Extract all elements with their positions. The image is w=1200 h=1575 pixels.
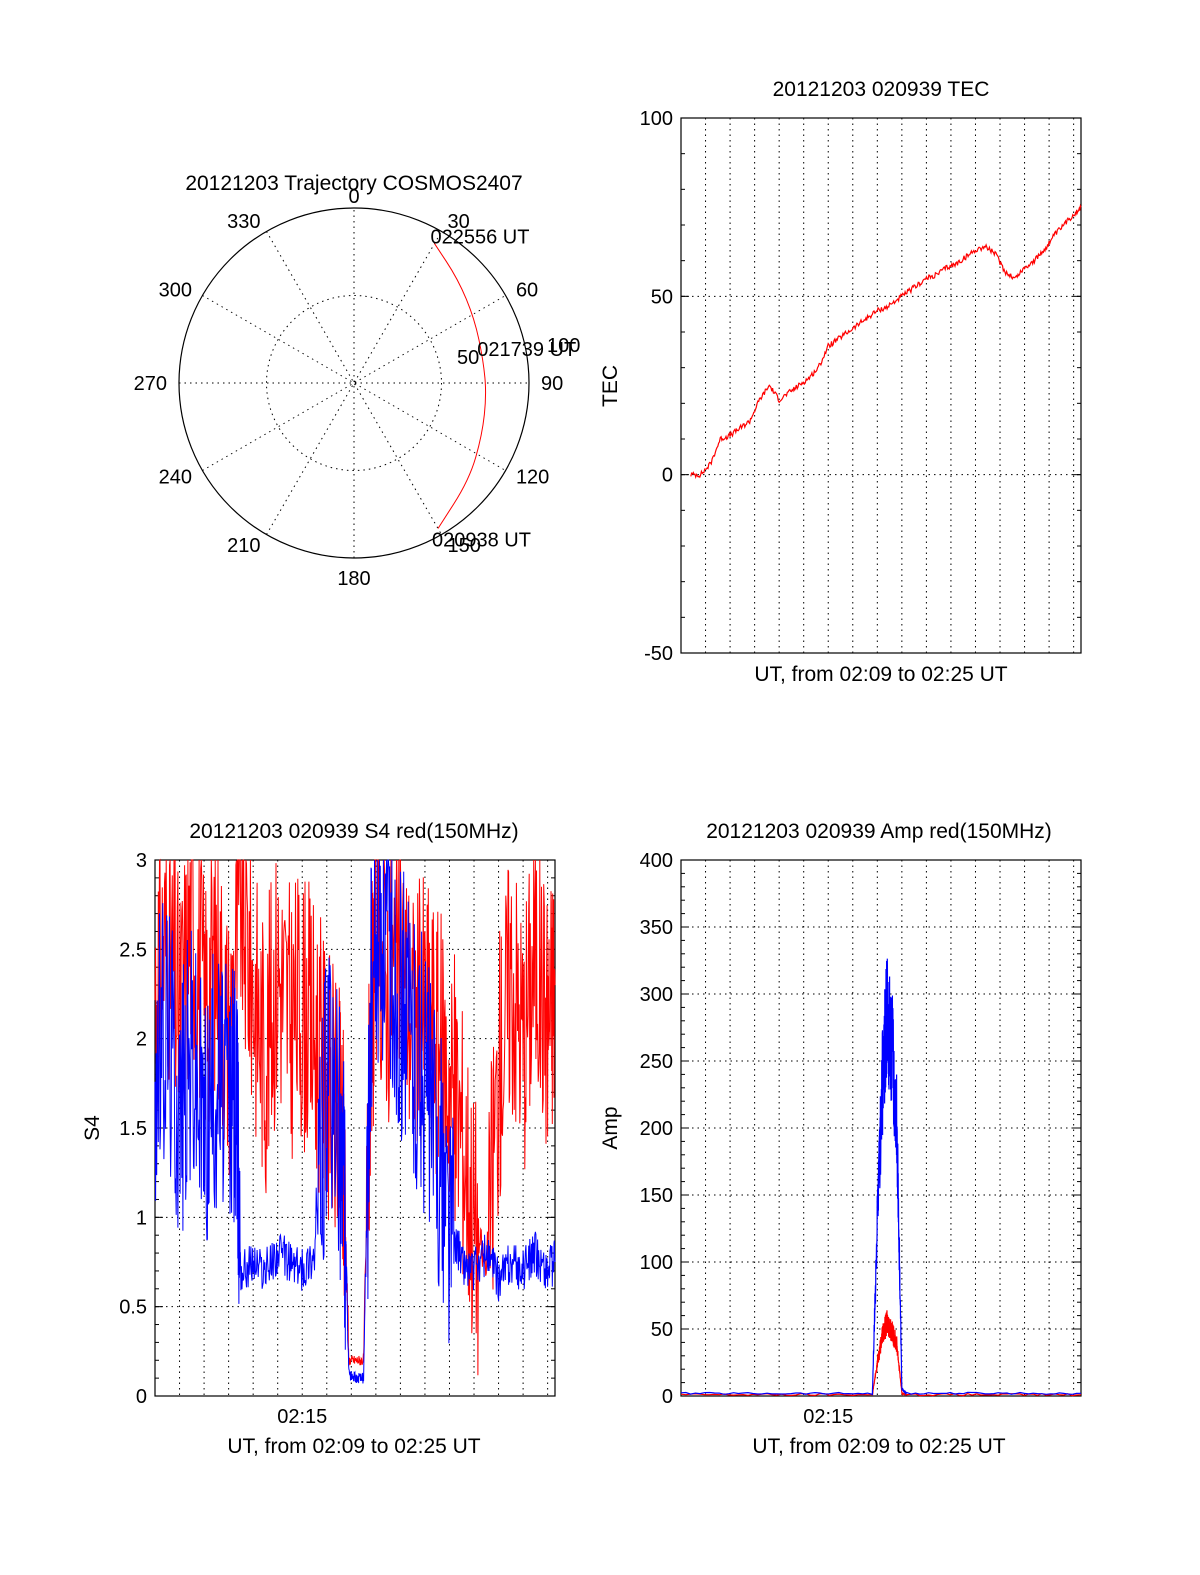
polar-grid-spoke	[202, 295, 506, 471]
amp-ytick-label: 350	[640, 917, 673, 939]
amp-x-ticks: 02:15	[803, 1406, 853, 1428]
s4-ytick-label: 1	[136, 1207, 147, 1229]
polar-grid-spoke	[266, 231, 442, 535]
tec-ytick-label: 0	[662, 465, 673, 487]
azimuth-label: 180	[337, 568, 370, 590]
tec-ytick-label: -50	[644, 643, 673, 665]
azimuth-label: 30	[448, 211, 470, 233]
tec-ytick-label: 100	[640, 108, 673, 130]
amp-series-blue	[680, 958, 1082, 1396]
radial-label-100: 100	[547, 335, 580, 357]
s4-ytick-label: 0.5	[119, 1297, 147, 1319]
tec-grid	[681, 118, 1081, 653]
s4-x-ticks: 02:15	[277, 1406, 327, 1428]
azimuth-label: 60	[516, 280, 538, 302]
tec-series-red	[690, 203, 1082, 480]
azimuth-label: 90	[541, 373, 563, 395]
radial-label-50: 50	[457, 347, 479, 369]
azimuth-label: 300	[159, 280, 192, 302]
polar-outer-ring	[178, 207, 530, 559]
azimuth-label: 330	[227, 211, 260, 233]
s4-ytick-label: 3	[136, 850, 147, 872]
azimuth-label: 0	[348, 186, 359, 208]
trajectory-time-label: 022556 UT	[431, 227, 530, 249]
tec-plot-frame	[680, 117, 1082, 654]
amp-ytick-label: 400	[640, 850, 673, 872]
tec-y-ticks: -50 0 50 100	[640, 108, 1081, 665]
s4-title: 20121203 020939 S4 red(150MHz)	[189, 820, 518, 843]
amp-ytick-label: 100	[640, 1252, 673, 1274]
s4-xlabel: UT, from 02:09 to 02:25 UT	[227, 1435, 480, 1458]
amp-ylabel: Amp	[599, 1106, 622, 1149]
polar-grid	[179, 208, 529, 558]
tec-title: 20121203 020939 TEC	[773, 78, 990, 101]
polar-grid-ring	[266, 295, 442, 471]
amp-grid	[681, 860, 1081, 1396]
trajectory-time-label: 020938 UT	[432, 529, 531, 551]
s4-series-blue	[154, 859, 556, 1384]
tec-ylabel: TEC	[599, 365, 622, 407]
trajectory-polar-chart: 20121203 Trajectory COSMOS2407 0 30 60 90 12…	[134, 172, 581, 590]
s4-series-red	[154, 858, 556, 1376]
azimuth-label: 150	[448, 535, 481, 557]
amp-y-ticks: 0 50 100 150 200 250 300 350 400	[640, 850, 1081, 1408]
s4-ytick-label: 2	[136, 1029, 147, 1051]
tec-chart: 20121203 020939 TEC -50 0 50 100 UT, from 0…	[599, 78, 1082, 686]
amp-title: 20121203 020939 Amp red(150MHz)	[706, 820, 1052, 843]
azimuth-label: 210	[227, 535, 260, 557]
s4-ytick-label: 1.5	[119, 1118, 147, 1140]
s4-ytick-label: 0	[136, 1386, 147, 1408]
amp-ytick-label: 200	[640, 1118, 673, 1140]
amp-ytick-label: 250	[640, 1051, 673, 1073]
trajectory-time-label: 021739 UT	[477, 339, 576, 361]
s4-ytick-label: 2.5	[119, 939, 147, 961]
polar-grid-spoke	[202, 295, 506, 471]
amp-chart: 20121203 020939 Amp red(150MHz) 0 50 100 15…	[599, 820, 1082, 1458]
azimuth-label: 120	[516, 467, 549, 489]
tec-ytick-label: 50	[651, 286, 673, 308]
amp-xlabel: UT, from 02:09 to 02:25 UT	[752, 1435, 1005, 1458]
trajectory-title: 20121203 Trajectory COSMOS2407	[185, 172, 522, 195]
trajectory-track	[434, 243, 487, 529]
azimuth-label: 240	[159, 467, 192, 489]
polar-grid-spoke	[266, 231, 442, 535]
trajectory-time-labels: 020938 UT 021739 UT 022556 UT	[431, 227, 577, 552]
amp-xtick-label: 02:15	[803, 1406, 853, 1428]
amp-ytick-label: 50	[651, 1319, 673, 1341]
s4-chart: 20121203 020939 S4 red(150MHz) 0 0.5 1 1.5 2…	[81, 820, 556, 1458]
amp-ytick-label: 300	[640, 984, 673, 1006]
s4-ylabel: S4	[81, 1115, 104, 1141]
amp-ytick-label: 0	[662, 1386, 673, 1408]
azimuth-label: 270	[134, 373, 167, 395]
azimuth-labels: 0 30 60 90 120 150 180 210 240 270 300 330	[134, 186, 564, 590]
amp-ytick-label: 150	[640, 1185, 673, 1207]
s4-xtick-label: 02:15	[277, 1406, 327, 1428]
amp-series-red	[680, 1310, 1082, 1397]
tec-xlabel: UT, from 02:09 to 02:25 UT	[754, 663, 1007, 686]
